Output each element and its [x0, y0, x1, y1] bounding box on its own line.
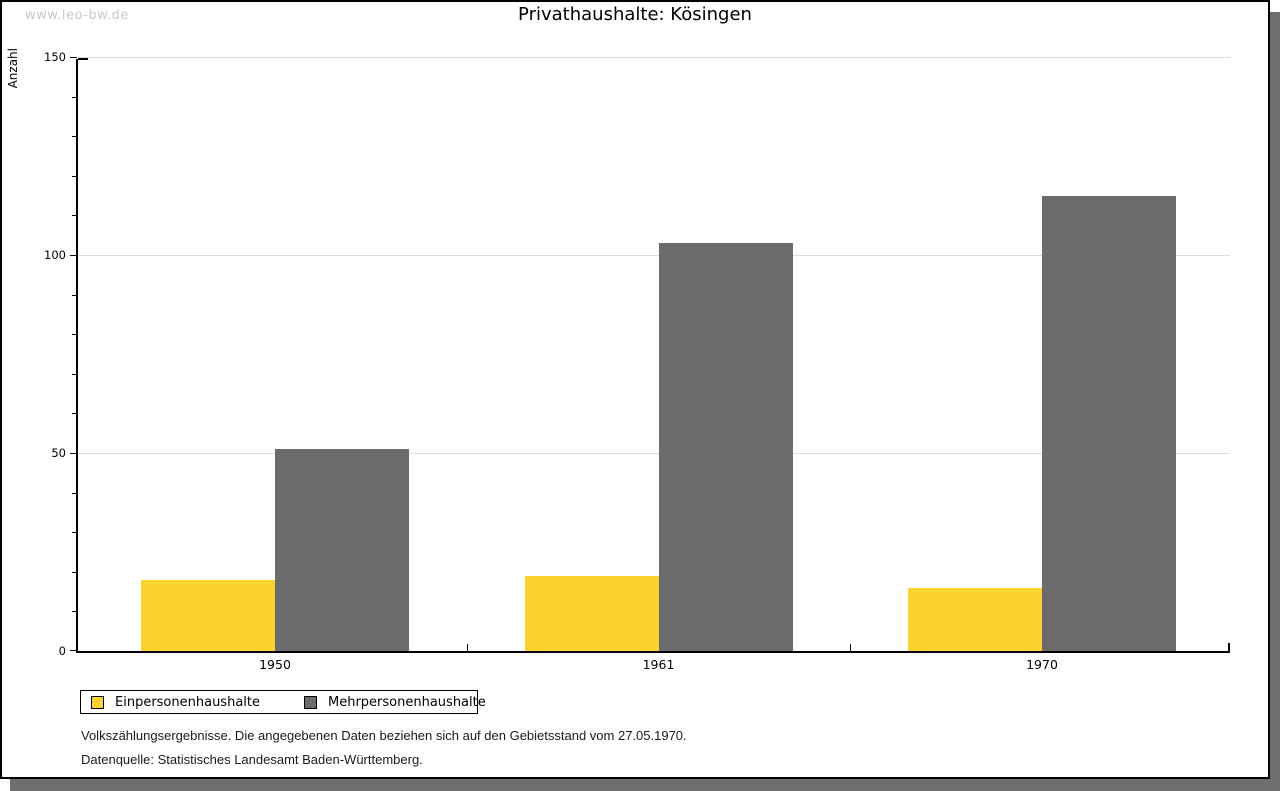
- x-category-separator: [466, 644, 468, 651]
- legend: Einpersonenhaushalte Mehrpersonenhaushalt…: [80, 690, 486, 714]
- bar-mehrpersonenhaushalte-1961: [658, 243, 793, 651]
- y-minor-tick-70: [72, 373, 77, 375]
- y-major-tick-100: [70, 255, 77, 256]
- x-category-label-1950: 1950: [259, 657, 291, 672]
- bar-mehrpersonenhaushalte-1970: [1042, 195, 1176, 651]
- footnote-data-source: Datenquelle: Statistisches Landesamt Bad…: [81, 752, 423, 767]
- legend-swatch-einpersonen: [91, 695, 104, 709]
- y-tick-label-50: 50: [51, 446, 66, 460]
- y-major-tick-0: [70, 650, 77, 651]
- bar-einpersonenhaushalte-1970: [908, 587, 1042, 651]
- y-minor-tick-110: [72, 215, 77, 217]
- legend-item-einpersonen: Einpersonenhaushalte: [91, 695, 260, 710]
- x-category-separator: [850, 644, 852, 651]
- legend-label: Mehrpersonenhaushalte: [328, 694, 486, 710]
- legend-swatch-mehrpersonen: [304, 695, 317, 709]
- plot-area: 0 50 100 150 1950 1961 1970: [44, 50, 1230, 672]
- y-tick-label-150: 150: [44, 50, 66, 64]
- gridline-150: [78, 57, 1230, 58]
- y-axis-title: Anzahl: [6, 48, 20, 89]
- y-major-tick-150: [70, 57, 77, 58]
- legend-label: Einpersonenhaushalte: [115, 694, 260, 710]
- y-minor-tick-40: [72, 492, 77, 494]
- gridline-100: [78, 255, 1230, 256]
- y-minor-tick-20: [72, 571, 77, 573]
- footnote-source-note: Volkszählungsergebnisse. Die angegebenen…: [81, 728, 687, 743]
- y-minor-tick-140: [72, 96, 77, 98]
- y-minor-tick-30: [72, 532, 77, 534]
- y-minor-tick-10: [72, 611, 77, 613]
- y-minor-tick-120: [72, 175, 77, 177]
- chart-page: www.leo-bw.de Privathaushalte: Kösingen …: [0, 0, 1270, 779]
- x-category-label-1970: 1970: [1026, 657, 1058, 672]
- watermark-text: www.leo-bw.de: [25, 8, 129, 23]
- y-tick-label-100: 100: [44, 248, 66, 262]
- y-minor-tick-60: [72, 413, 77, 415]
- y-tick-label-0: 0: [58, 644, 66, 658]
- legend-item-mehrpersonen: Mehrpersonenhaushalte: [304, 695, 486, 710]
- x-category-label-1961: 1961: [642, 657, 675, 672]
- y-major-tick-50: [70, 453, 77, 454]
- y-minor-tick-80: [72, 334, 77, 336]
- bar-mehrpersonenhaushalte-1950: [275, 449, 409, 651]
- y-minor-tick-90: [72, 294, 77, 296]
- y-axis-top-cap: [78, 58, 88, 60]
- x-axis-end-cap: [1228, 643, 1230, 651]
- gridline-50: [78, 453, 1230, 454]
- bar-einpersonenhaushalte-1961: [524, 575, 659, 651]
- bar-einpersonenhaushalte-1950: [141, 579, 275, 651]
- y-minor-tick-130: [72, 136, 77, 138]
- chart-title: Privathaushalte: Kösingen: [518, 4, 752, 25]
